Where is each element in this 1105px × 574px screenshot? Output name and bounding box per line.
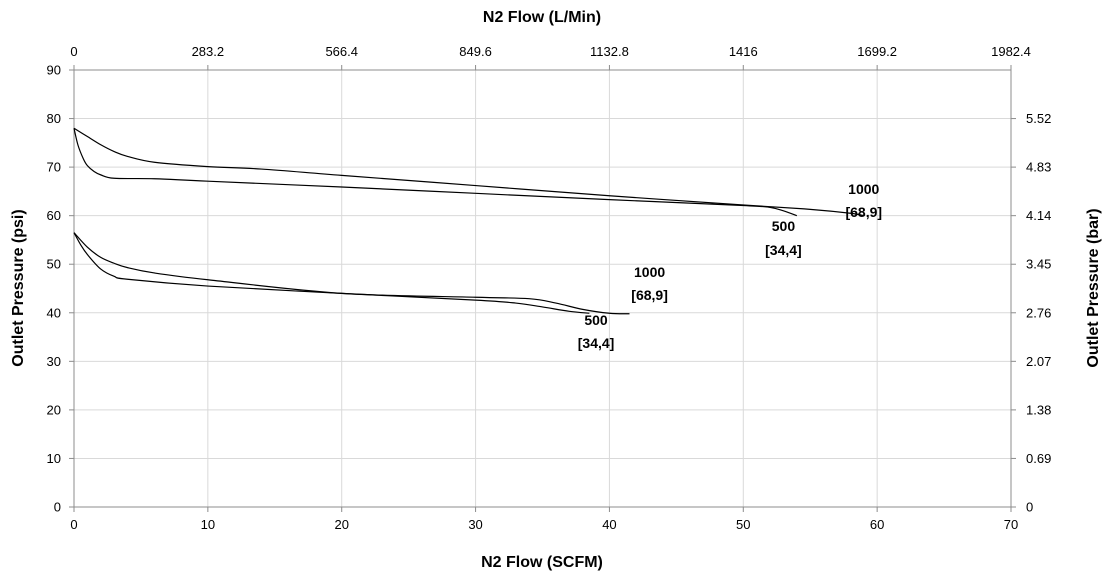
curve-annotation: 1000 (848, 181, 879, 197)
x2-tick-label: 1416 (729, 44, 758, 59)
x2-tick-label: 1982.4 (991, 44, 1031, 59)
x-tick-label: 50 (736, 517, 750, 532)
tick-labels: 0010283.220566.430849.6401132.8501416601… (47, 44, 1052, 532)
curve-annotation: [34,4] (765, 242, 802, 258)
curve-3 (73, 232, 630, 315)
curve-annotation: 500 (772, 218, 796, 234)
y2-tick-label: 2.07 (1026, 354, 1051, 369)
curve-annotation: 500 (584, 312, 608, 328)
x2-tick-label: 566.4 (325, 44, 358, 59)
x-axis-title: N2 Flow (SCFM) (481, 554, 603, 571)
y-tick-label: 40 (47, 305, 61, 320)
y-tick-label: 20 (47, 402, 61, 417)
y2-tick-label: 0.69 (1026, 451, 1051, 466)
y-tick-label: 50 (47, 257, 61, 272)
y-tick-label: 80 (47, 111, 61, 126)
x-tick-label: 30 (468, 517, 482, 532)
curve-2 (73, 128, 798, 217)
curve-annotation: 1000 (634, 264, 665, 280)
gridlines (74, 70, 1011, 507)
x-tick-label: 10 (201, 517, 215, 532)
x2-tick-label: 849.6 (459, 44, 492, 59)
y2-axis-title: Outlet Pressure (bar) (1085, 208, 1102, 367)
curve-1 (73, 127, 864, 217)
y-tick-label: 70 (47, 160, 61, 175)
x-tick-label: 70 (1004, 517, 1018, 532)
curve-4 (73, 232, 590, 314)
y2-tick-label: 4.14 (1026, 208, 1051, 223)
y-tick-label: 30 (47, 354, 61, 369)
curve-annotation: [68,9] (631, 287, 668, 303)
y2-tick-label: 1.38 (1026, 402, 1051, 417)
y-tick-label: 90 (47, 63, 61, 78)
y-axis-title: Outlet Pressure (psi) (10, 209, 27, 366)
x-tick-label: 40 (602, 517, 616, 532)
y2-tick-label: 3.45 (1026, 257, 1051, 272)
x2-axis-title: N2 Flow (L/Min) (483, 9, 601, 26)
y2-tick-label: 2.76 (1026, 305, 1051, 320)
curve-annotations: 1000 [68,9] 500 [34,4] 1000 [68,9] 500 [34,4] (578, 181, 882, 351)
axes (69, 65, 1016, 512)
x2-tick-label: 0 (70, 44, 77, 59)
y-tick-label: 0 (54, 500, 61, 515)
x2-tick-label: 1132.8 (590, 44, 629, 59)
curve-annotation: [34,4] (578, 335, 615, 351)
y2-tick-label: 0 (1026, 500, 1033, 515)
data-curves (73, 127, 864, 315)
y2-tick-label: 5.52 (1026, 111, 1051, 126)
x2-tick-label: 283.2 (192, 44, 225, 59)
x-tick-label: 0 (70, 517, 77, 532)
y2-tick-label: 4.83 (1026, 160, 1051, 175)
y-tick-label: 60 (47, 208, 61, 223)
y-tick-label: 10 (47, 451, 61, 466)
curve-annotation: [68,9] (845, 204, 882, 220)
x-tick-label: 20 (334, 517, 348, 532)
x2-tick-label: 1699.2 (857, 44, 897, 59)
x-tick-label: 60 (870, 517, 884, 532)
